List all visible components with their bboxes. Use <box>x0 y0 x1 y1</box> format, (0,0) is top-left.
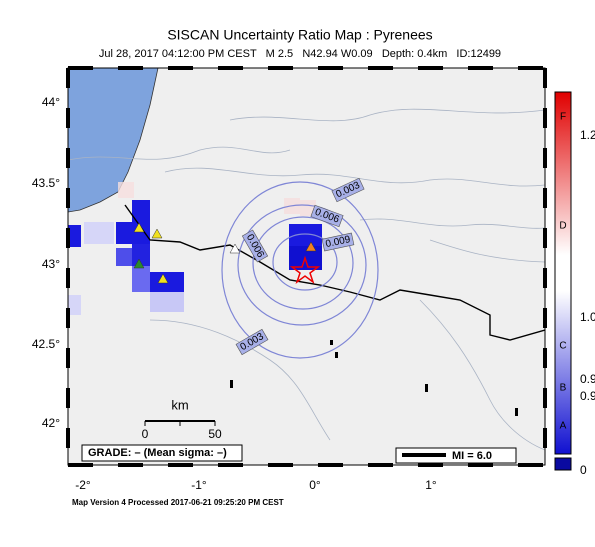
map-area: 0.003 0.006 0.009 0.006 0.003 km 0 50 GR… <box>68 68 545 465</box>
cb-letter: D <box>559 221 566 232</box>
epicenter <box>289 255 321 285</box>
cb-value: 0 <box>580 463 587 477</box>
lon-label: 0° <box>309 478 321 492</box>
lat-label: 42° <box>42 416 60 430</box>
colorbar <box>554 91 572 455</box>
contour-label: 0.009 <box>325 234 352 250</box>
title: SISCAN Uncertainty Ratio Map : Pyrenees <box>167 27 432 43</box>
grade: GRADE: – (Mean sigma: –) <box>88 447 227 459</box>
cb-value: 0.9 <box>580 389 595 403</box>
lat-label: 42.5° <box>32 337 60 351</box>
subtitle: Jul 28, 2017 04:12:00 PM CEST M 2.5 N42.… <box>99 48 501 60</box>
lon-label: 1° <box>425 478 437 492</box>
contours <box>221 181 379 359</box>
lat-label: 44° <box>42 95 60 109</box>
footer: Map Version 4 Processed 2017-06-21 09:25… <box>72 498 284 507</box>
lat-label: 43.5° <box>32 176 60 190</box>
cb-letter: F <box>560 112 566 123</box>
lon-label: -1° <box>191 478 207 492</box>
cb-value: 1.0 <box>580 310 595 324</box>
border <box>124 204 545 341</box>
map-frame <box>67 67 546 466</box>
cb-letter: B <box>560 383 567 394</box>
cb-letter: C <box>559 341 566 352</box>
mi: MI = 6.0 <box>452 450 492 462</box>
grid-cells <box>68 200 322 315</box>
cb-value: 0.9 <box>580 372 595 386</box>
cb-value: 1.2 <box>580 128 595 142</box>
scale-unit: km <box>171 397 188 412</box>
lon-label: -2° <box>75 478 91 492</box>
lat-label: 43° <box>42 257 60 271</box>
scale-start: 0 <box>142 427 149 441</box>
scale-end: 50 <box>208 427 222 441</box>
cb-letter: A <box>560 421 567 432</box>
